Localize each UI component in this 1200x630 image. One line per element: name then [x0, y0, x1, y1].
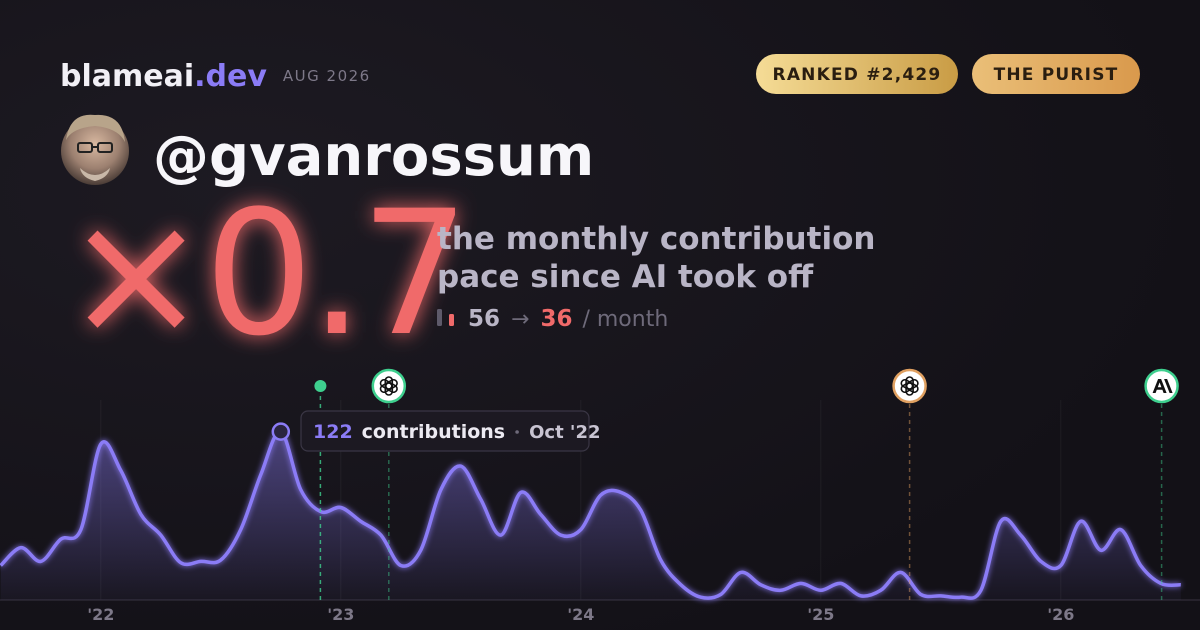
multiplier: ×0.7: [64, 173, 466, 374]
icon-ring: [371, 368, 407, 404]
brand-tld: .dev: [194, 59, 267, 94]
anthropic-logo: [1152, 379, 1173, 393]
tooltip-date: Oct '22: [529, 422, 600, 443]
x-tick-label: '24: [567, 605, 594, 624]
x-tick-label: '26: [1047, 605, 1074, 624]
event-icon: [371, 368, 407, 404]
badge-label: THE PURIST: [994, 65, 1119, 85]
tooltip: [300, 410, 590, 452]
badge: [972, 54, 1140, 94]
x-tick-label: '22: [87, 605, 114, 624]
openai-logo: [379, 378, 393, 391]
brand-name: blameai: [60, 59, 194, 94]
highlight-point: [271, 422, 291, 441]
x-tick-label: '23: [327, 605, 354, 624]
description: pace since AI took off: [437, 259, 814, 295]
unit: / month: [582, 307, 668, 332]
line: [0, 429, 1181, 600]
after-value: 36: [540, 306, 572, 332]
openai-logo: [900, 378, 914, 391]
icon-ring: [892, 368, 927, 404]
x-tick-label: '25: [807, 605, 834, 624]
badge: [756, 54, 958, 94]
tooltip-value: 122: [313, 421, 353, 443]
avatar: [61, 114, 129, 185]
event-icon: [1144, 368, 1179, 404]
before-value: 56: [468, 306, 500, 332]
handle: @gvanrossum: [153, 124, 594, 189]
description: the monthly contribution: [437, 221, 875, 257]
badge-label: RANKED #2,429: [773, 65, 942, 85]
event-dot: [314, 380, 327, 392]
chart: '22 '23 '24 '25 '26 122 contributions Oct '22: [0, 368, 1200, 624]
pace-icon: [437, 309, 454, 326]
tooltip-label: contributions: [362, 421, 505, 443]
event-icon: [892, 368, 927, 404]
arrow: →: [511, 307, 529, 332]
separator: [515, 430, 519, 434]
period: AUG 2026: [283, 67, 371, 85]
